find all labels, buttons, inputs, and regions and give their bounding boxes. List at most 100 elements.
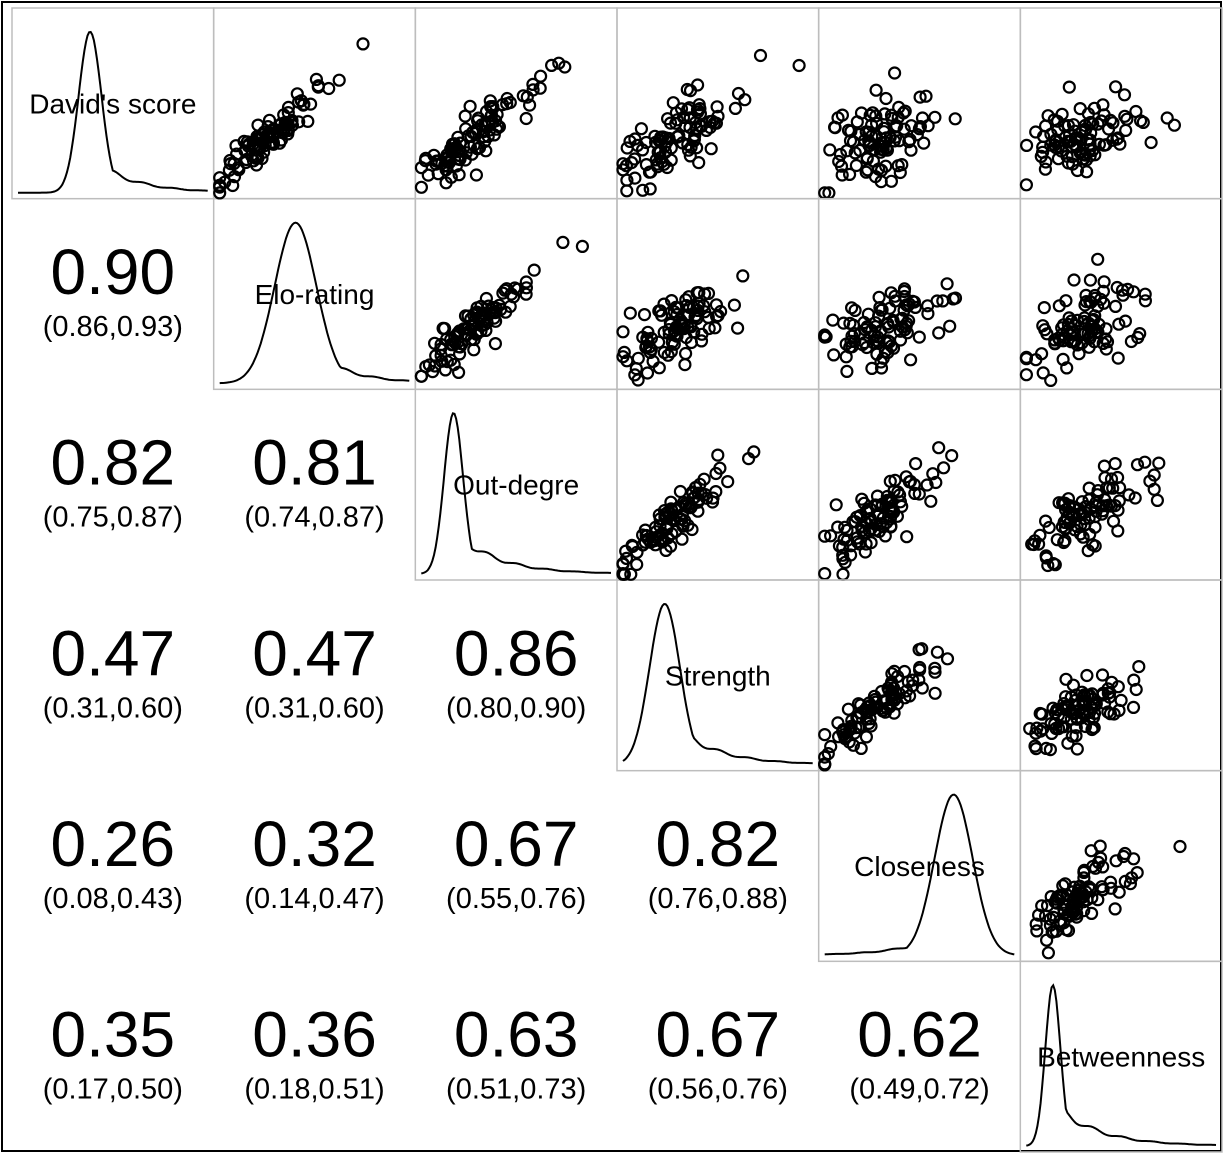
- scatter-point: [1091, 252, 1105, 266]
- scatter-point: [628, 132, 642, 146]
- scatter-point: [844, 334, 858, 348]
- scatter-point: [679, 293, 693, 307]
- scatter-point: [1067, 273, 1081, 287]
- scatter-point: [262, 113, 277, 127]
- scatter-point: [1059, 672, 1073, 686]
- scatter-point: [435, 354, 449, 368]
- scatter-point: [1101, 705, 1115, 719]
- scatter-point: [469, 168, 483, 182]
- scatter-point: [1064, 690, 1078, 704]
- correlation-value: 0.86: [454, 617, 579, 689]
- scatter-point: [421, 168, 435, 182]
- scatter-point: [1136, 115, 1150, 130]
- scatter-point: [1126, 285, 1141, 299]
- scatter-point: [929, 475, 943, 490]
- scatter-point: [263, 130, 277, 144]
- scatter-point: [932, 326, 946, 340]
- scatter-point: [838, 555, 852, 570]
- scatter-point: [920, 478, 934, 492]
- scatter-point: [1057, 515, 1071, 529]
- scatter-point: [664, 141, 678, 155]
- scatter-points: [818, 441, 959, 581]
- scatter-point: [1072, 347, 1086, 361]
- scatter-point: [213, 180, 227, 194]
- scatter-point: [879, 91, 893, 106]
- scatter-point: [1082, 340, 1096, 354]
- scatter-point: [870, 498, 885, 512]
- scatter-point: [223, 153, 237, 168]
- scatter-point: [1066, 118, 1081, 132]
- scatter-point: [470, 327, 484, 341]
- scatter-point: [619, 551, 634, 566]
- scatter-point: [731, 86, 746, 101]
- scatter-point: [444, 143, 459, 158]
- scatter-point: [616, 350, 630, 364]
- scatter-point: [232, 163, 246, 177]
- scatter-point: [1039, 549, 1053, 563]
- scatter-point: [753, 48, 768, 63]
- scatter-point: [1031, 537, 1046, 551]
- scatter-point: [1096, 284, 1111, 298]
- scatter-point: [940, 652, 955, 666]
- scatter-point: [266, 137, 280, 151]
- scatter-point: [646, 354, 660, 368]
- scatter-point: [874, 303, 888, 317]
- scatter-point: [533, 81, 547, 95]
- scatter-point: [1128, 491, 1142, 505]
- scatter-point: [1102, 498, 1116, 512]
- scatter-point: [1019, 138, 1034, 152]
- scatter-point: [685, 485, 700, 499]
- correlation-interval: (0.17,0.50): [43, 1074, 183, 1106]
- scatter-point: [677, 514, 692, 528]
- scatter-point: [882, 335, 897, 349]
- scatter-point: [842, 167, 857, 181]
- scatter-point: [1106, 481, 1120, 495]
- scatter-point: [1034, 149, 1048, 163]
- scatter-point: [1019, 368, 1034, 382]
- scatter-point: [309, 72, 323, 87]
- scatter-point: [617, 567, 632, 581]
- scatter-point: [885, 677, 899, 691]
- scatter-point: [864, 719, 878, 733]
- scatter-point: [836, 567, 850, 581]
- scatter-point: [1029, 741, 1043, 756]
- scatter-point: [1083, 688, 1097, 703]
- scatter-point: [1072, 697, 1086, 711]
- scatter-point: [630, 545, 644, 559]
- scatter-point: [644, 331, 659, 345]
- scatter-point: [948, 112, 962, 126]
- scatter-point: [556, 235, 570, 249]
- scatter-point: [930, 645, 945, 659]
- scatter-point: [727, 298, 742, 312]
- scatter-point: [900, 530, 914, 544]
- scatter-point: [660, 160, 674, 175]
- scatter-point: [1173, 839, 1187, 854]
- scatter-point: [1095, 668, 1110, 682]
- scatter-point: [213, 186, 227, 200]
- scatter-point: [1091, 893, 1105, 907]
- scatter-point: [864, 535, 878, 550]
- scatter-point: [867, 700, 881, 714]
- scatter-points: [1019, 80, 1182, 192]
- scatter-point: [908, 486, 922, 500]
- scatter-point: [1062, 311, 1076, 325]
- scatter-point: [838, 731, 852, 746]
- scatter-point: [818, 758, 832, 772]
- scatter-point: [1114, 693, 1128, 708]
- scatter-point: [251, 140, 265, 154]
- scatter-point: [1101, 686, 1115, 700]
- scatter-point: [892, 686, 906, 701]
- scatter-point: [1053, 333, 1067, 347]
- scatter-point: [663, 116, 678, 130]
- scatter-point: [274, 123, 288, 137]
- scatter-point: [1070, 742, 1084, 756]
- scatter-point: [1044, 138, 1058, 152]
- scatter-point: [1081, 543, 1095, 558]
- scatter-point: [692, 156, 706, 170]
- scatter-point: [301, 114, 315, 129]
- scatter-point: [463, 99, 477, 113]
- scatter-point: [519, 287, 533, 301]
- scatter-point: [868, 523, 882, 537]
- scatter-point: [640, 332, 654, 346]
